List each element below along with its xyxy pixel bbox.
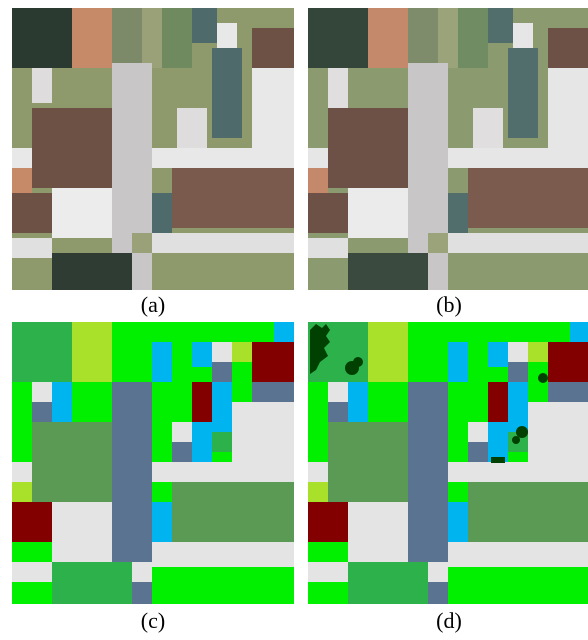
aerial-image-original (12, 8, 294, 290)
label-map-ground-truth (12, 322, 294, 604)
caption-a: (a) (140, 292, 166, 317)
label-map-prediction (308, 322, 588, 604)
caption-d: (d) (436, 608, 462, 633)
caption-b: (b) (436, 292, 462, 317)
caption-c: (c) (140, 608, 166, 633)
aerial-image-smoothed (308, 8, 588, 290)
